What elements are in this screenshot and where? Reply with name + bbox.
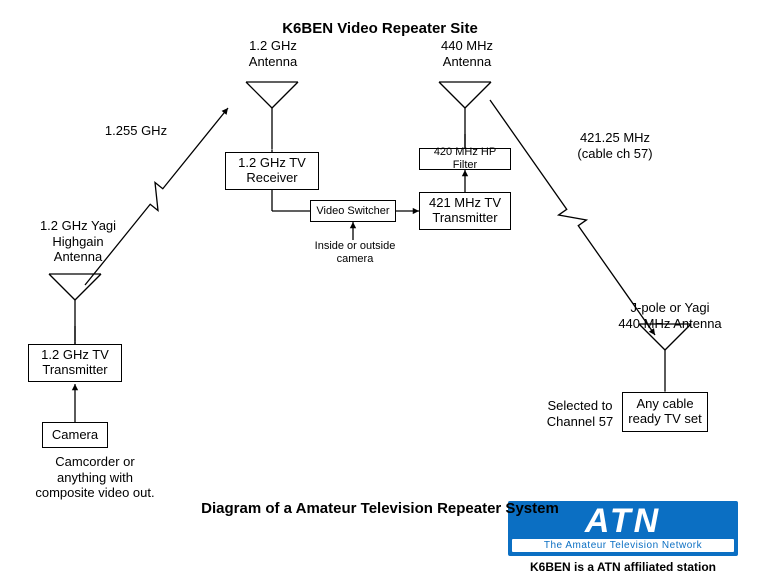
label-ant12: 1.2 GHzAntenna [238, 38, 308, 69]
label-freq421: 421.25 MHz(cable ch 57) [560, 130, 670, 161]
box-tx12: 1.2 GHz TVTransmitter [28, 344, 122, 382]
label-ch57: Selected toChannel 57 [540, 398, 620, 429]
label-switch_note: Inside or outsidecamera [300, 240, 410, 266]
box-camera: Camera [42, 422, 108, 448]
box-filter: 420 MHz HP Filter [419, 148, 511, 170]
box-switcher: Video Switcher [310, 200, 396, 222]
label-jpole: J-pole or Yagi440 MHz Antenna [600, 300, 740, 331]
box-tvset: Any cableready TV set [622, 392, 708, 432]
label-camcorder: Camcorder oranything withcomposite video… [20, 454, 170, 501]
label-ant440: 440 MHzAntenna [432, 38, 502, 69]
box-tx421: 421 MHz TVTransmitter [419, 192, 511, 230]
label-freq1255: 1.255 GHz [96, 123, 176, 139]
box-rx12: 1.2 GHz TVReceiver [225, 152, 319, 190]
label-title_site: K6BEN Video Repeater Site [260, 20, 500, 38]
label-title_diagram: Diagram of a Amateur Television Repeater… [180, 500, 580, 518]
label-yagi12: 1.2 GHz YagiHighgainAntenna [28, 218, 128, 265]
atn-caption: K6BEN is a ATN affiliated station [508, 560, 738, 574]
atn-logo-sub: The Amateur Television Network [512, 539, 734, 552]
